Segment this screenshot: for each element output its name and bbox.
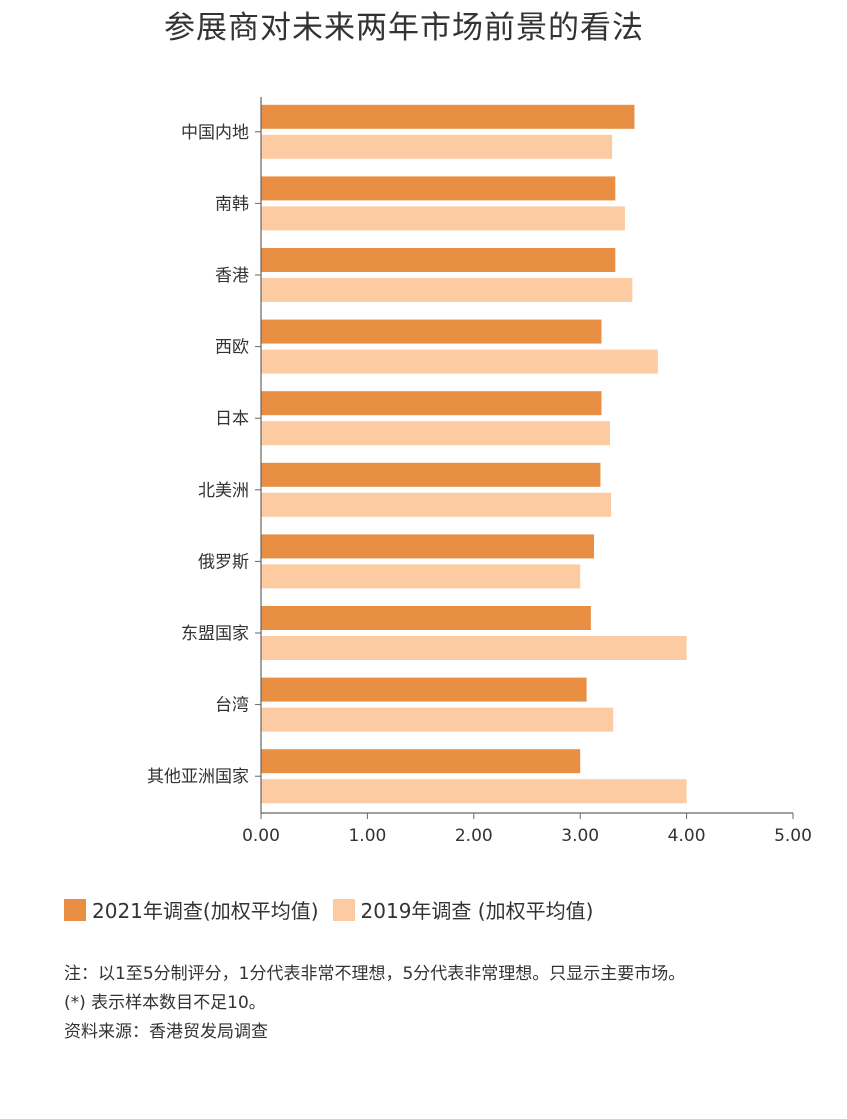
x-tick-label: 0.00 <box>242 826 280 846</box>
x-tick-label: 1.00 <box>348 826 386 846</box>
category-label: 西欧 <box>215 338 249 358</box>
bar-2019-4 <box>261 421 610 446</box>
category-label: 台湾 <box>215 696 249 716</box>
bar-2021-3 <box>261 319 602 344</box>
bar-2019-6 <box>261 564 581 589</box>
category-label: 东盟国家 <box>181 624 249 644</box>
bar-2019-7 <box>261 636 687 660</box>
bar-2021-4 <box>261 391 602 416</box>
x-tick-label: 4.00 <box>668 826 706 846</box>
bar-2019-9 <box>261 779 687 804</box>
legend-item-2021: 2021年调查(加权平均值) <box>64 895 319 924</box>
legend-item-2019: 2019年调查 (加权平均值) <box>332 895 594 924</box>
legend-label-2019: 2019年调查 (加权平均值) <box>360 899 594 923</box>
chart-title: 参展商对未来两年市场前景的看法 <box>164 10 644 46</box>
footnotes: 注：以1至5分制评分，1分代表非常不理想，5分代表非常理想。只显示主要市场。 (… <box>64 960 784 1047</box>
note-sample: (*) 表示样本数目不足10。 <box>64 993 266 1013</box>
x-tick-label: 5.00 <box>774 826 812 846</box>
bar-2019-1 <box>261 206 625 231</box>
x-tick-label: 3.00 <box>561 826 599 846</box>
bar-2021-2 <box>261 248 616 272</box>
bar-2019-3 <box>261 349 658 374</box>
bar-2019-0 <box>261 134 613 159</box>
category-label: 中国内地 <box>181 123 249 143</box>
bar-2021-1 <box>261 176 616 201</box>
bar-2021-6 <box>261 534 595 559</box>
bars-layer <box>261 104 687 804</box>
bar-2021-0 <box>261 104 635 129</box>
legend-swatch-2021 <box>64 898 86 921</box>
category-label: 北美洲 <box>198 481 249 501</box>
bar-2021-8 <box>261 677 587 702</box>
bar-2019-8 <box>261 707 614 732</box>
category-label: 香港 <box>215 266 249 286</box>
bar-2021-5 <box>261 462 601 487</box>
x-tick-label: 2.00 <box>455 826 493 846</box>
bar-2019-5 <box>261 492 612 517</box>
legend: 2021年调查(加权平均值) 2019年调查 (加权平均值) <box>64 895 607 924</box>
bar-2021-7 <box>261 606 591 630</box>
category-label: 南韩 <box>215 194 249 214</box>
legend-swatch-2019 <box>332 898 355 921</box>
category-label: 俄罗斯 <box>198 552 249 572</box>
legend-label-2021: 2021年调查(加权平均值) <box>92 899 319 923</box>
bar-2019-2 <box>261 278 633 302</box>
bar-2021-9 <box>261 749 581 774</box>
category-label: 其他亚洲国家 <box>147 767 249 787</box>
note-source: 资料来源：香港贸发局调查 <box>64 1022 268 1042</box>
note-scale: 注：以1至5分制评分，1分代表非常不理想，5分代表非常理想。只显示主要市场。 <box>64 964 686 984</box>
category-label: 日本 <box>215 409 249 429</box>
